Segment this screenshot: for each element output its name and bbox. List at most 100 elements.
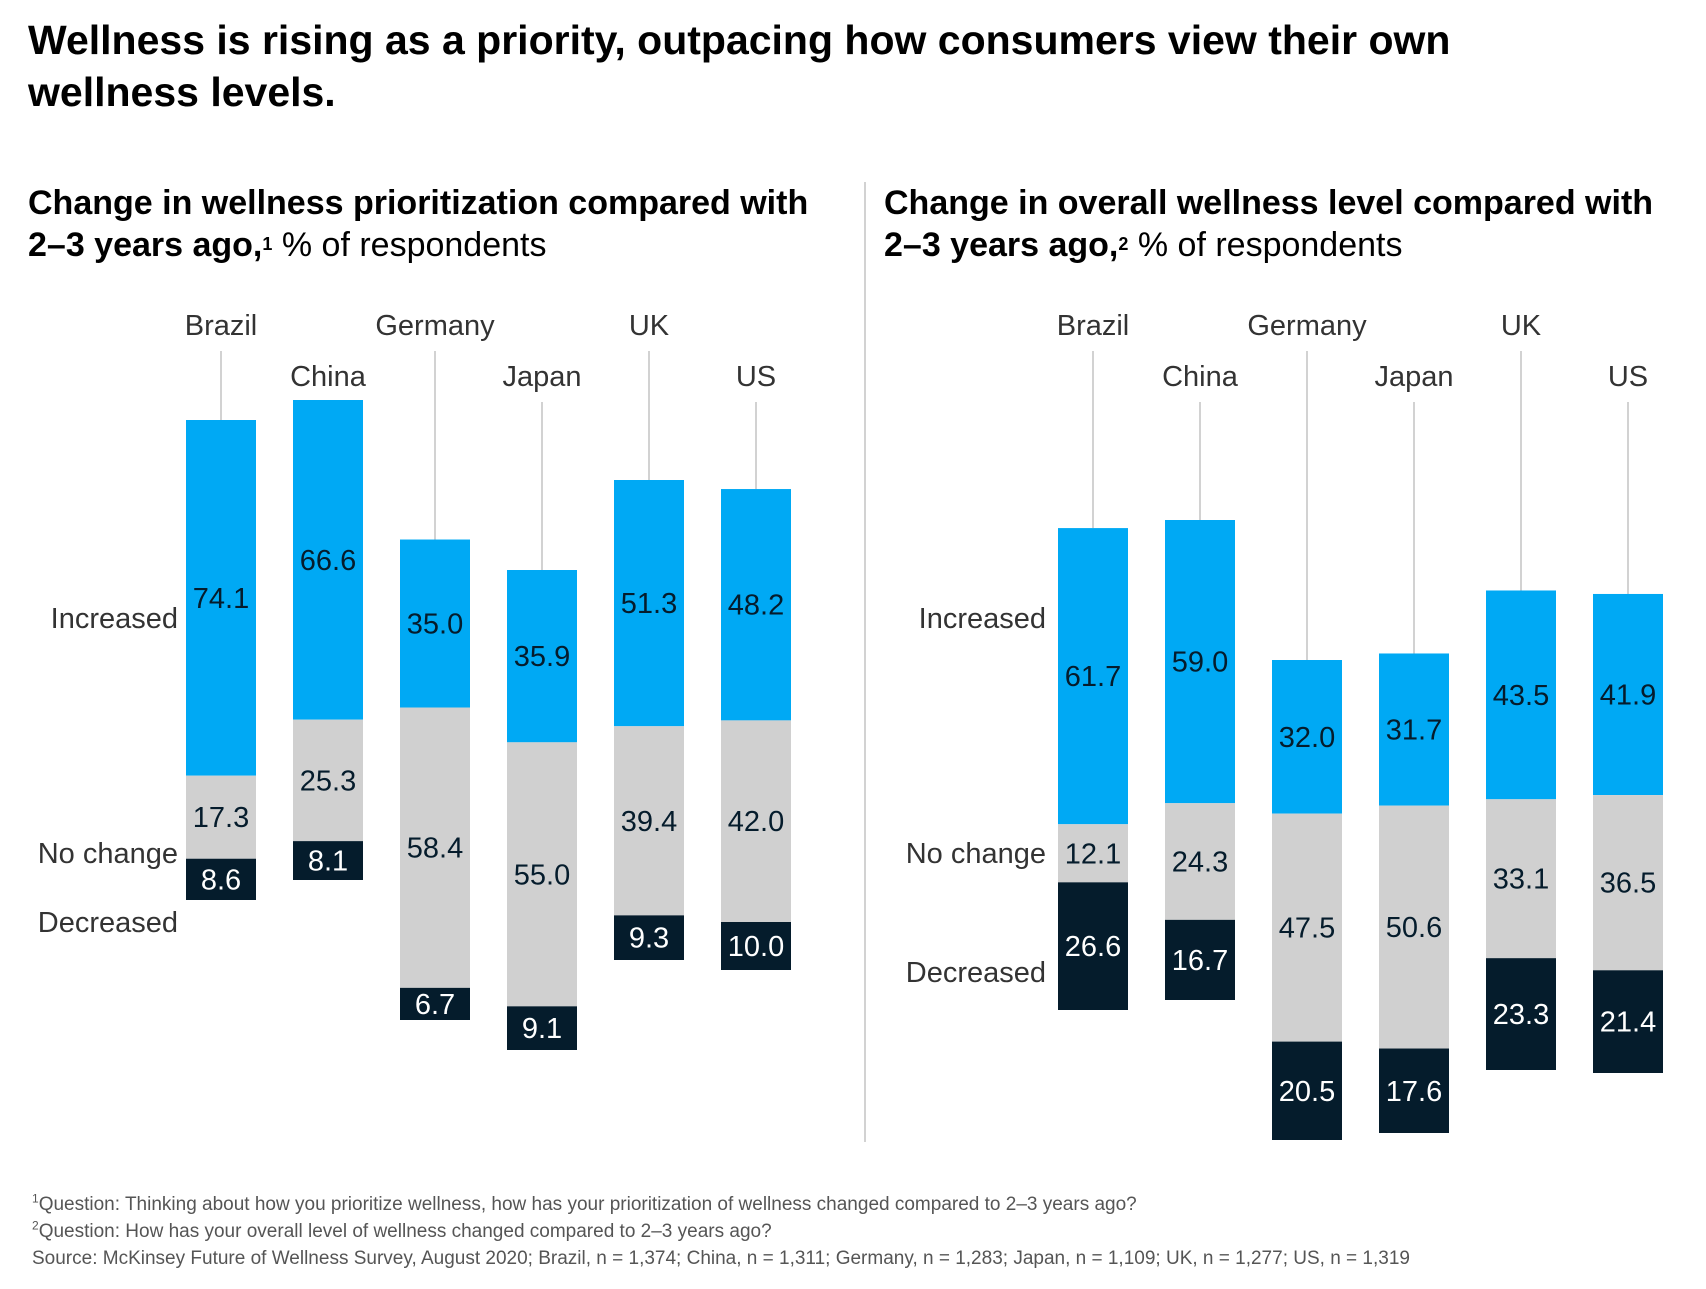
data-label-increased-germany: 35.0 [407, 609, 463, 641]
page-title: Wellness is rising as a priority, outpac… [28, 17, 1451, 115]
data-label-increased-brazil: 61.7 [1065, 661, 1121, 693]
category-label-us: US [1608, 361, 1648, 393]
chart-title-wellness-level: Change in overall wellness level compare… [884, 182, 1684, 271]
chart-title-text: Change in wellness prioritization compar… [28, 184, 809, 264]
row-label-decreased: Decreased [38, 907, 178, 939]
data-label-increased-china: 66.6 [300, 545, 356, 577]
bar-decreased-brazil [1058, 882, 1128, 1010]
data-label-decreased-brazil: 8.6 [201, 864, 241, 896]
bar-increased-uk [614, 480, 684, 727]
panel-divider [864, 182, 866, 1142]
footnotes: 1Question: Thinking about how you priori… [32, 1191, 1692, 1272]
bar-nochange-brazil [186, 775, 256, 859]
bar-nochange-us [1593, 795, 1663, 971]
category-label-china: China [1162, 361, 1239, 393]
row-label-no-change: No change [38, 838, 178, 870]
bar-nochange-uk [614, 726, 684, 916]
row-label-no-change: No change [906, 838, 1046, 870]
bar-nochange-germany [1272, 813, 1342, 1042]
category-label-uk: UK [1501, 310, 1542, 342]
bar-increased-brazil [186, 420, 256, 776]
footnote-mark: 1 [262, 234, 273, 254]
data-label-decreased-japan: 9.1 [522, 1013, 562, 1045]
row-label-increased: Increased [51, 603, 178, 635]
data-label-decreased-china: 16.7 [1172, 945, 1228, 977]
bar-decreased-china [293, 841, 363, 880]
bar-decreased-germany [400, 987, 470, 1020]
bar-increased-us [1593, 593, 1663, 796]
bar-increased-japan [1379, 653, 1449, 806]
data-label-decreased-uk: 23.3 [1493, 999, 1549, 1031]
chart-title-prioritization: Change in wellness prioritization compar… [28, 182, 828, 271]
bar-decreased-us [721, 922, 791, 970]
data-label-increased-japan: 35.9 [514, 641, 570, 673]
bar-increased-germany [400, 539, 470, 708]
stacked-bar-charts: Increased No change Decreased Brazil 74.1 17.… [38, 310, 1663, 1140]
source-note: Source: McKinsey Future of Wellness Surv… [32, 1248, 1410, 1269]
row-label-decreased: Decreased [906, 957, 1046, 989]
data-label-nochange-brazil: 17.3 [193, 802, 249, 834]
category-label-uk: UK [629, 310, 670, 342]
bar-increased-brazil [1058, 528, 1128, 825]
footnote-mark: 2 [1118, 234, 1129, 254]
bar-decreased-uk [614, 915, 684, 960]
data-label-nochange-japan: 55.0 [514, 859, 570, 891]
data-label-decreased-germany: 6.7 [415, 989, 455, 1021]
data-label-nochange-uk: 33.1 [1493, 864, 1549, 896]
bar-nochange-japan [1379, 805, 1449, 1049]
bar-decreased-brazil [186, 858, 256, 900]
data-label-increased-us: 41.9 [1600, 680, 1656, 712]
bar-nochange-germany [400, 707, 470, 988]
data-label-increased-uk: 51.3 [621, 588, 677, 620]
category-label-brazil: Brazil [185, 310, 258, 342]
data-label-nochange-us: 36.5 [1600, 868, 1656, 900]
bar-nochange-brazil [1058, 824, 1128, 883]
data-label-decreased-brazil: 26.6 [1065, 931, 1121, 963]
bar-increased-uk [1486, 590, 1556, 800]
data-label-increased-germany: 32.0 [1279, 722, 1335, 754]
data-label-nochange-china: 24.3 [1172, 847, 1228, 879]
category-label-japan: Japan [1374, 361, 1453, 393]
bar-increased-germany [1272, 660, 1342, 814]
data-label-nochange-brazil: 12.1 [1065, 838, 1121, 870]
data-label-increased-us: 48.2 [728, 590, 784, 622]
bar-decreased-china [1165, 919, 1235, 1000]
bar-decreased-us [1593, 970, 1663, 1073]
category-label-china: China [290, 361, 367, 393]
data-label-nochange-uk: 39.4 [621, 806, 677, 838]
bar-decreased-uk [1486, 958, 1556, 1070]
bar-increased-japan [507, 570, 577, 743]
footnote-1: 1Question: Thinking about how you priori… [32, 1191, 1137, 1215]
category-label-us: US [736, 361, 776, 393]
data-label-decreased-china: 8.1 [308, 846, 348, 878]
chart-subtitle: % of respondents [281, 226, 547, 264]
chart-title-text: Change in overall wellness level compare… [884, 184, 1654, 264]
bar-increased-us [721, 489, 791, 721]
data-label-decreased-japan: 17.6 [1386, 1076, 1442, 1108]
data-label-nochange-germany: 58.4 [407, 833, 463, 865]
bar-decreased-japan [507, 1006, 577, 1050]
row-label-increased: Increased [919, 603, 1046, 635]
bar-increased-china [293, 400, 363, 720]
data-label-decreased-us: 10.0 [728, 931, 784, 963]
bar-nochange-uk [1486, 799, 1556, 959]
data-label-nochange-japan: 50.6 [1386, 912, 1442, 944]
data-label-increased-china: 59.0 [1172, 647, 1228, 679]
category-label-germany: Germany [375, 310, 495, 342]
bar-decreased-germany [1272, 1041, 1342, 1140]
data-label-increased-japan: 31.7 [1386, 715, 1442, 747]
category-label-japan: Japan [502, 361, 581, 393]
data-label-nochange-china: 25.3 [300, 765, 356, 797]
category-label-germany: Germany [1247, 310, 1367, 342]
data-label-decreased-uk: 9.3 [629, 923, 669, 955]
bar-nochange-us [721, 720, 791, 922]
bar-nochange-china [1165, 803, 1235, 920]
data-label-nochange-us: 42.0 [728, 806, 784, 838]
data-label-increased-uk: 43.5 [1493, 680, 1549, 712]
data-label-decreased-germany: 20.5 [1279, 1076, 1335, 1108]
data-label-nochange-germany: 47.5 [1279, 913, 1335, 945]
data-label-increased-brazil: 74.1 [193, 583, 249, 615]
bar-decreased-japan [1379, 1048, 1449, 1133]
bar-nochange-japan [507, 742, 577, 1007]
data-label-decreased-us: 21.4 [1600, 1007, 1656, 1039]
